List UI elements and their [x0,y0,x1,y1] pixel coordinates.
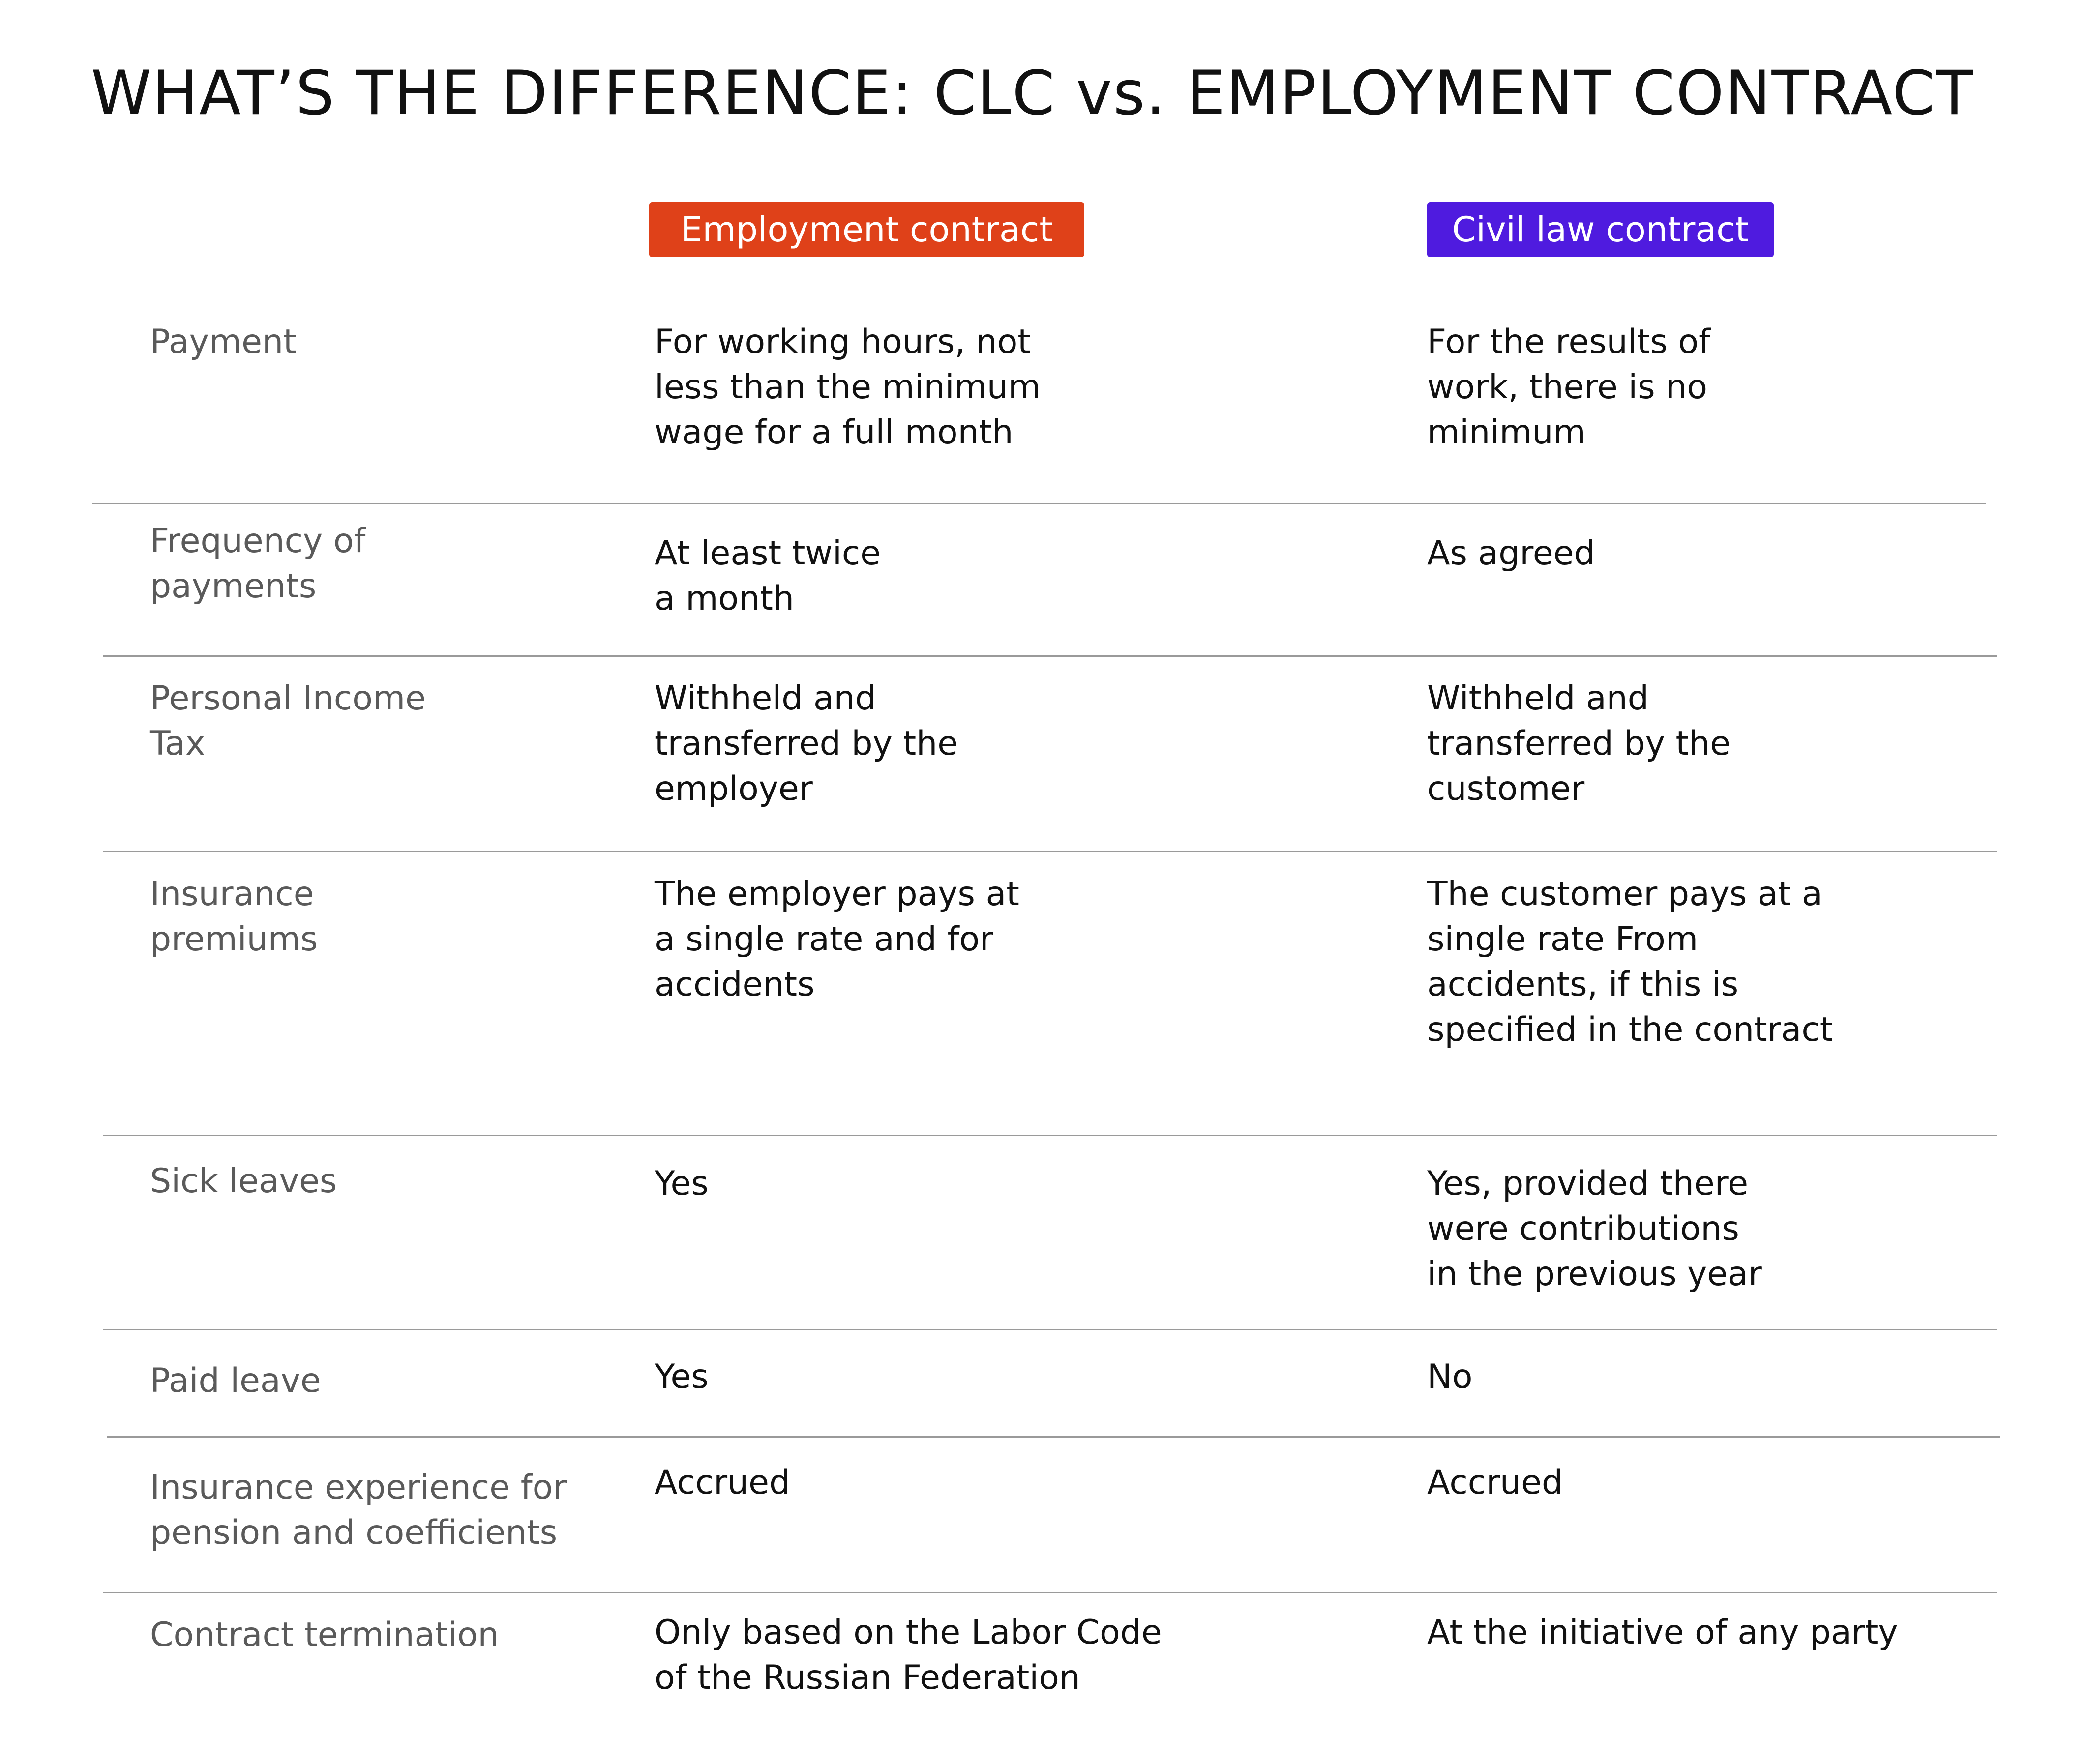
row-divider [107,1436,2000,1438]
row-label: Sick leaves [150,1162,337,1201]
row-label: Personal Income Tax [150,679,426,763]
employment-value: The employer pays at a single rate and f… [655,875,1019,1004]
row-divider [103,655,1997,657]
row-divider [103,1592,1997,1593]
civil-value: As agreed [1427,534,1595,573]
employment-value: Only based on the Labor Code of the Russ… [655,1613,1162,1697]
row-label: Payment [150,323,297,361]
civil-value: No [1427,1357,1473,1396]
row-label: Contract termination [150,1616,499,1654]
row-label: Insurance experience for pension and coe… [150,1468,567,1552]
civil-law-contract-header: Civil law contract [1427,202,1774,257]
employment-value: For working hours, not less than the min… [655,323,1041,452]
civil-value: For the results of work, there is no min… [1427,323,1711,452]
employment-value: Yes [655,1164,709,1203]
civil-value: Withheld and transferred by the customer [1427,679,1731,808]
civil-value: The customer pays at a single rate From … [1427,875,1833,1049]
row-divider [103,1329,1997,1330]
civil-value: Accrued [1427,1463,1563,1502]
page-title: WHAT’S THE DIFFERENCE: CLC vs. EMPLOYMEN… [91,58,1974,129]
row-divider [103,1135,1997,1136]
employment-value: Yes [655,1357,709,1396]
employment-value: At least twice a month [655,534,881,618]
civil-value: At the initiative of any party [1427,1613,1898,1652]
row-label: Frequency of payments [150,522,366,606]
row-divider [92,503,1986,504]
row-divider [103,851,1997,852]
employment-value: Withheld and transferred by the employer [655,679,958,808]
row-label: Paid leave [150,1361,321,1400]
civil-value: Yes, provided there were contributions i… [1427,1164,1762,1294]
employment-value: Accrued [655,1463,791,1502]
employment-contract-header: Employment contract [649,202,1084,257]
row-label: Insurance premiums [150,875,318,959]
